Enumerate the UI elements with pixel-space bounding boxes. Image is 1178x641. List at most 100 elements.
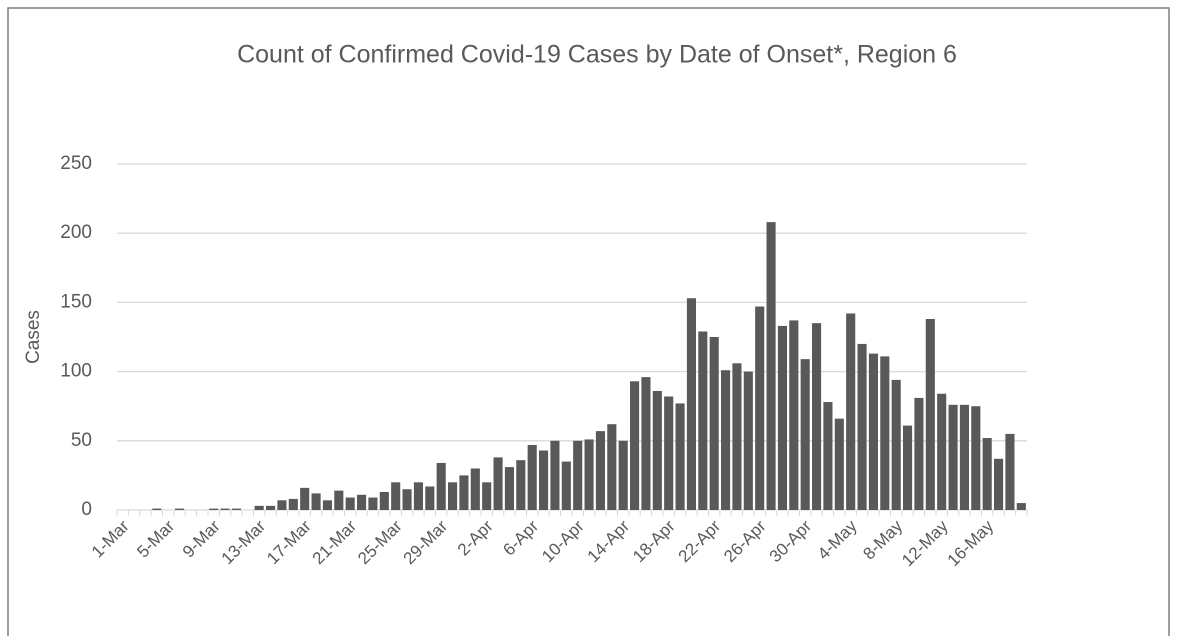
bar: [436, 462, 446, 510]
bar: [800, 359, 810, 510]
bar: [470, 468, 480, 510]
bar: [527, 444, 537, 510]
bar: [914, 397, 924, 510]
bar: [220, 508, 230, 510]
x-tick-label: 5-Mar: [133, 516, 178, 561]
bar: [175, 508, 185, 510]
bar: [448, 482, 458, 510]
bar: [948, 404, 958, 510]
bar: [504, 467, 514, 510]
bar: [266, 505, 276, 510]
bar: [971, 406, 981, 510]
bar: [607, 424, 617, 510]
bar: [288, 498, 298, 510]
bar: [209, 508, 219, 510]
bar: [937, 393, 947, 510]
x-tick-label: 14-Apr: [584, 516, 634, 566]
y-tick-label: 150: [60, 291, 92, 312]
bar: [584, 439, 594, 510]
bar: [891, 379, 901, 510]
bar: [777, 325, 787, 510]
x-tick-label: 21-Mar: [309, 516, 361, 568]
x-tick-label: 30-Apr: [766, 516, 816, 566]
bar: [994, 458, 1004, 510]
bar: [630, 381, 640, 510]
bar: [1016, 503, 1026, 510]
bar: [834, 418, 844, 510]
bar: [618, 440, 628, 510]
bar: [812, 323, 822, 510]
bar: [516, 460, 526, 510]
bar: [482, 482, 492, 510]
y-tick-label: 100: [60, 361, 92, 382]
bar: [379, 492, 389, 510]
bar: [539, 450, 549, 510]
bar: [789, 320, 799, 510]
bar: [300, 487, 310, 510]
bar: [880, 356, 890, 510]
bar: [846, 313, 856, 510]
chart-title: Count of Confirmed Covid-19 Cases by Dat…: [237, 41, 957, 69]
bar: [152, 508, 162, 510]
y-axis-label: Cases: [23, 310, 44, 364]
x-tick-label: 16-May: [944, 516, 998, 570]
bar: [686, 298, 696, 510]
bar: [368, 497, 378, 510]
bar: [857, 343, 867, 510]
bar: [322, 500, 332, 510]
bar: [743, 371, 753, 510]
x-tick-label: 17-Mar: [263, 516, 315, 568]
x-tick-label: 25-Mar: [354, 516, 406, 568]
bar: [550, 440, 560, 510]
bar: [766, 222, 776, 511]
bar: [903, 425, 913, 510]
bar: [664, 396, 674, 510]
bar: [652, 390, 662, 510]
bar: [334, 490, 344, 510]
bar: [357, 494, 367, 510]
bar: [413, 482, 423, 510]
bar: [709, 337, 719, 510]
bar: [345, 497, 355, 510]
bar: [732, 363, 742, 510]
y-tick-label: 200: [60, 222, 92, 243]
x-tick-label: 1-Mar: [88, 516, 133, 561]
x-tick-label: 13-Mar: [218, 516, 270, 568]
bar: [959, 404, 969, 510]
bar: [561, 461, 571, 510]
bar: [231, 508, 241, 510]
bar: [1005, 433, 1015, 510]
bar: [391, 482, 401, 510]
bar: [823, 402, 833, 510]
bar: [402, 489, 412, 510]
bar: [493, 457, 503, 510]
x-tick-label: 10-Apr: [538, 516, 588, 566]
bar: [459, 475, 469, 510]
bar: [755, 306, 765, 510]
bar: [721, 370, 731, 510]
bar: [641, 377, 651, 510]
bar: [868, 353, 878, 510]
x-tick-label: 2-Apr: [454, 516, 497, 559]
bar: [925, 319, 935, 510]
x-tick-label: 4-May: [814, 516, 861, 563]
x-tick-label: 18-Apr: [629, 516, 679, 566]
x-tick-label: 22-Apr: [675, 516, 725, 566]
bar: [277, 500, 287, 510]
bar: [425, 486, 435, 510]
bar: [311, 493, 321, 510]
y-tick-label: 50: [71, 430, 92, 451]
x-tick-label: 26-Apr: [720, 516, 770, 566]
y-tick-label: 250: [60, 153, 92, 174]
chart-border: [7, 7, 1170, 641]
x-tick-label: 29-Mar: [400, 516, 452, 568]
bar: [698, 331, 708, 510]
x-tick-label: 12-May: [898, 516, 952, 570]
x-tick-label: 6-Apr: [499, 516, 542, 559]
y-tick-label: 0: [81, 499, 92, 520]
bar: [595, 431, 605, 510]
bar: [675, 403, 685, 510]
bar: [573, 440, 583, 510]
bar: [982, 438, 992, 510]
